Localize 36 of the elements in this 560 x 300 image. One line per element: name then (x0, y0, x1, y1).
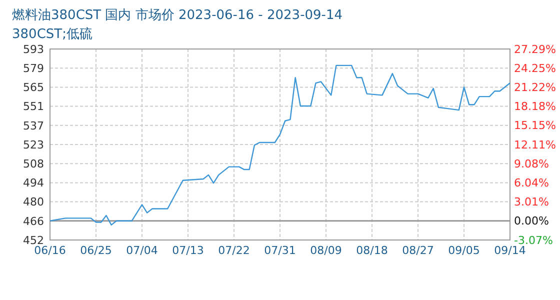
y2-tick-label: 27.29% (514, 42, 556, 56)
y2-tick-label: 21.22% (514, 81, 556, 94)
y-tick-label: 480 (23, 196, 44, 209)
y-tick-label: 565 (23, 81, 44, 94)
y2-tick-label: 0.00% (514, 214, 549, 228)
x-tick-label: 07/04 (126, 244, 158, 257)
x-tick-label: 07/13 (172, 244, 204, 257)
y2-tick-label: -3.07% (514, 234, 553, 247)
x-tick-label: 09/05 (448, 244, 480, 257)
y2-tick-label: 3.01% (514, 196, 549, 209)
y2-tick-label: 15.15% (514, 119, 556, 132)
y-tick-label: 537 (23, 119, 44, 132)
y2-tick-label: 9.08% (514, 157, 549, 170)
y-tick-label: 452 (23, 234, 44, 247)
y2-tick-label: 18.18% (514, 100, 556, 114)
x-tick-label: 07/31 (264, 244, 296, 257)
x-tick-label: 08/18 (356, 244, 388, 257)
x-tick-label: 08/27 (402, 244, 434, 257)
x-tick-label: 06/25 (80, 244, 112, 257)
y-tick-label: 523 (23, 138, 44, 152)
x-tick-label: 06/16 (34, 244, 66, 257)
y2-tick-label: 6.04% (514, 176, 549, 190)
y-tick-label: 579 (23, 62, 44, 75)
y-tick-label: 508 (23, 157, 44, 170)
x-tick-label: 07/22 (218, 244, 250, 257)
chart-subtitle: 380CST;低硫 (12, 27, 92, 42)
x-tick-label: 09/14 (494, 244, 526, 257)
y-tick-label: 494 (23, 176, 44, 190)
chart-title: 燃料油380CST 国内 市场价 2023-06-16 - 2023-09-14 (12, 8, 343, 23)
line-series (49, 64, 511, 226)
y-tick-label: 593 (23, 42, 44, 56)
y-tick-label: 551 (23, 100, 44, 114)
y2-tick-label: 12.11% (514, 138, 556, 152)
y2-tick-label: 24.25% (514, 62, 556, 75)
x-tick-label: 08/09 (310, 244, 342, 257)
y-tick-label: 466 (23, 214, 44, 228)
